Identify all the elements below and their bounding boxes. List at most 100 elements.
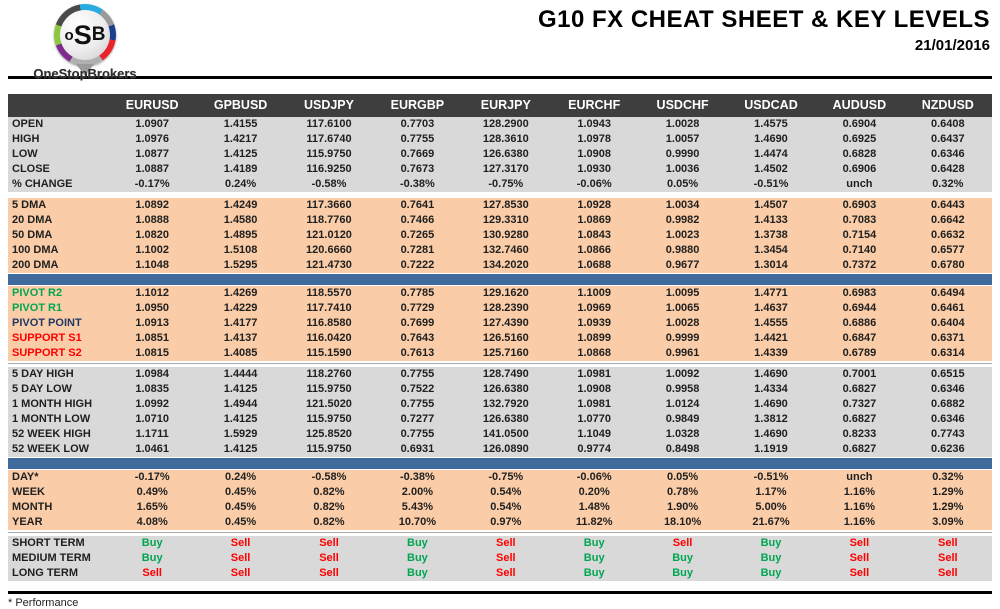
- cell: 1.1009: [577, 287, 612, 299]
- cell: 1.0820: [135, 229, 170, 241]
- cell: 1.0899: [577, 332, 612, 344]
- cell: 115.9750: [306, 413, 352, 425]
- cell: 3.09%: [932, 516, 964, 528]
- row-label: OPEN: [12, 118, 44, 130]
- cell: Sell: [496, 552, 516, 564]
- cell: Buy: [583, 537, 605, 549]
- cell: 1.4085: [223, 347, 258, 359]
- cell: Sell: [849, 552, 870, 564]
- cell: 0.24%: [224, 471, 257, 483]
- cell: 0.6346: [930, 383, 965, 395]
- cell: 0.7641: [400, 199, 435, 211]
- cell: -0.17%: [134, 178, 170, 190]
- cell: 10.70%: [398, 516, 437, 528]
- cell: 1.3014: [754, 259, 788, 271]
- column-header-eurgbp: EURGBP: [390, 98, 445, 112]
- table-row: % CHANGE -0.17% 0.24% -0.58% -0.38% -0.75% -0.…: [8, 177, 992, 192]
- cell: 0.78%: [666, 486, 699, 498]
- cell: 0.9958: [665, 383, 700, 395]
- cell: 127.3170: [482, 163, 529, 175]
- cell: 0.32%: [932, 471, 964, 483]
- cell: 0.6925: [842, 133, 877, 145]
- cell: 0.7327: [842, 398, 877, 410]
- cell: Buy: [141, 552, 163, 564]
- row-label: CLOSE: [12, 163, 50, 175]
- cell: 1.0984: [135, 368, 170, 380]
- cell: 1.0835: [135, 383, 170, 395]
- cell: 18.10%: [663, 516, 702, 528]
- cell: 0.45%: [224, 516, 257, 528]
- column-header-usdcad: USDCAD: [744, 98, 798, 112]
- cell: 1.3454: [754, 244, 788, 256]
- cell: 1.0843: [577, 229, 612, 241]
- cell: 1.0057: [665, 133, 700, 145]
- table-row: 1 MONTH LOW 1.0710 1.4125 115.9750 0.7277 126…: [8, 412, 992, 427]
- cell: 1.4444: [223, 368, 258, 380]
- cell: Sell: [496, 567, 516, 579]
- cell: 1.0815: [135, 347, 170, 359]
- cell: 0.6827: [842, 413, 877, 425]
- cell: 0.7154: [842, 229, 877, 241]
- cell: 1.0939: [577, 317, 612, 329]
- row-label: PIVOT R1: [12, 302, 63, 314]
- cell: 118.5570: [306, 287, 352, 299]
- cell: -0.51%: [753, 471, 789, 483]
- table-row: 20 DMA 1.0888 1.4580 118.7760 0.7466 129.3310…: [8, 213, 992, 228]
- cell: 115.1590: [306, 347, 352, 359]
- cell: 130.9280: [482, 229, 529, 241]
- cell: 1.0328: [665, 428, 700, 440]
- cell: 0.6443: [930, 199, 965, 211]
- cell: Buy: [141, 537, 163, 549]
- cell: 1.0095: [665, 287, 700, 299]
- cell: 128.2900: [482, 118, 529, 130]
- cell: 117.7410: [306, 302, 352, 314]
- cell: 0.6428: [930, 163, 965, 175]
- cell: unch: [846, 178, 873, 190]
- cell: 116.0420: [306, 332, 352, 344]
- row-label: 1 MONTH LOW: [12, 413, 91, 425]
- cell: 0.6408: [930, 118, 965, 130]
- cell: 115.9750: [306, 148, 352, 160]
- cell: 1.4125: [223, 443, 258, 455]
- cell: -0.58%: [311, 178, 347, 190]
- cell: Buy: [760, 552, 782, 564]
- cell: 1.4137: [223, 332, 258, 344]
- section-separator-line: [8, 530, 992, 536]
- row-label: 20 DMA: [12, 214, 53, 226]
- cell: 1.48%: [578, 501, 610, 513]
- cell: 1.0688: [577, 259, 612, 271]
- cell: Buy: [760, 567, 782, 579]
- cell: 0.6437: [930, 133, 965, 145]
- cell: 1.0969: [577, 302, 612, 314]
- table-row: LONG TERM Sell Sell Sell Buy Sell Buy Buy Buy Sel…: [8, 566, 992, 581]
- cell: 1.3812: [754, 413, 788, 425]
- cell: 0.49%: [136, 486, 168, 498]
- cell: 0.6903: [842, 199, 877, 211]
- section-ranges: 5 DAY HIGH 1.0984 1.4444 118.2760 0.7755 128.…: [8, 367, 992, 457]
- cell: 1.0888: [135, 214, 170, 226]
- cell: Buy: [583, 552, 605, 564]
- cell: 125.8520: [306, 428, 352, 440]
- cell: 141.0500: [482, 428, 529, 440]
- cell: 0.8233: [842, 428, 877, 440]
- cell: 1.0877: [135, 148, 170, 160]
- cell: 0.6515: [930, 368, 965, 380]
- table-row: 5 DMA 1.0892 1.4249 117.3660 0.7641 127.8530 1…: [8, 198, 992, 213]
- cell: 1.0892: [135, 199, 170, 211]
- table-row: OPEN 1.0907 1.4155 117.6100 0.7703 128.2900 1.…: [8, 117, 992, 132]
- cell: Sell: [142, 567, 162, 579]
- cell: 129.3310: [482, 214, 529, 226]
- cell: 1.17%: [755, 486, 787, 498]
- table-row: 100 DMA 1.1002 1.5108 120.6660 0.7281 132.746…: [8, 243, 992, 258]
- cell: 132.7920: [482, 398, 529, 410]
- column-header-row: EURUSD GPBUSD USDJPY EURGBP EURJPY EURCHF USDC…: [8, 94, 992, 117]
- cell: 0.7643: [400, 332, 435, 344]
- cell: Sell: [672, 537, 693, 549]
- cell: 1.1919: [754, 443, 788, 455]
- cell: 0.6906: [842, 163, 877, 175]
- cell: 0.7669: [400, 148, 435, 160]
- cell: 0.6236: [930, 443, 965, 455]
- cell: Sell: [230, 567, 251, 579]
